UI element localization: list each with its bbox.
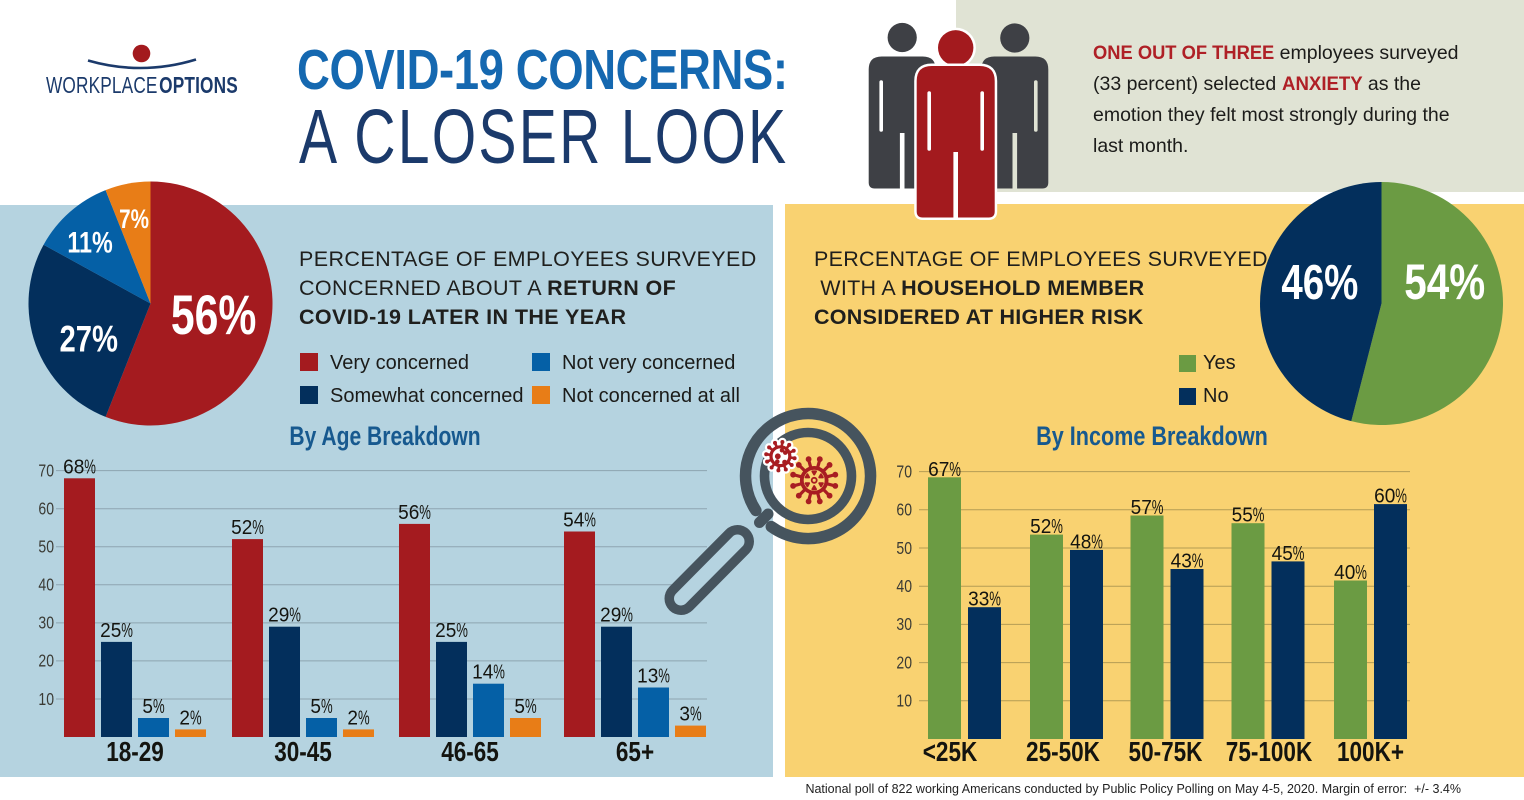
svg-text:54%: 54% [1404,254,1485,310]
svg-text:67: 67 [928,458,949,481]
svg-text:3: 3 [679,703,690,726]
svg-text:29: 29 [268,604,289,627]
svg-text:68: 68 [63,456,84,479]
svg-text:%: % [1192,548,1204,572]
svg-text:70: 70 [896,462,912,482]
svg-text:54: 54 [563,509,584,532]
svg-text:2: 2 [347,707,358,730]
svg-text:%: % [358,705,370,729]
svg-text:%: % [456,618,468,642]
svg-text:48: 48 [1070,531,1091,554]
svg-text:7%: 7% [119,204,149,234]
svg-text:30: 30 [896,615,912,635]
svg-text:13: 13 [637,665,658,688]
svg-text:50: 50 [896,538,912,558]
svg-text:50: 50 [38,537,54,557]
svg-text:40: 40 [1334,561,1355,584]
svg-text:55: 55 [1232,504,1253,527]
svg-text:45: 45 [1272,542,1293,565]
svg-text:%: % [989,587,1001,611]
svg-text:25: 25 [435,619,456,642]
svg-text:%: % [190,705,202,729]
svg-text:60: 60 [1374,485,1395,508]
svg-text:25: 25 [100,619,121,642]
svg-text:65+: 65+ [616,737,654,768]
svg-text:%: % [321,694,333,718]
svg-text:5: 5 [310,695,321,718]
svg-text:14: 14 [472,661,493,684]
svg-text:%: % [525,694,537,718]
svg-text:%: % [1355,560,1367,584]
svg-text:46-65: 46-65 [441,737,499,768]
svg-text:%: % [1293,541,1305,565]
svg-text:40: 40 [38,575,54,595]
svg-text:10: 10 [38,689,54,709]
svg-text:20: 20 [38,651,54,671]
svg-text:<25K: <25K [923,737,977,768]
svg-text:56: 56 [398,501,419,524]
svg-text:27%: 27% [60,319,118,360]
svg-text:%: % [584,507,596,531]
svg-text:%: % [1152,495,1164,519]
svg-text:%: % [84,454,96,478]
svg-text:5: 5 [514,695,525,718]
svg-text:%: % [419,500,431,524]
svg-text:56%: 56% [171,284,257,346]
svg-text:75-100K: 75-100K [1226,737,1312,768]
svg-text:%: % [121,618,133,642]
svg-text:11%: 11% [67,226,112,259]
svg-text:43: 43 [1171,550,1192,573]
svg-text:52: 52 [231,516,252,539]
svg-text:10: 10 [896,691,912,711]
svg-text:30: 30 [38,613,54,633]
svg-text:40: 40 [896,576,912,596]
svg-text:46%: 46% [1281,255,1358,310]
svg-text:18-29: 18-29 [106,737,164,768]
svg-text:52: 52 [1030,515,1051,538]
svg-text:57: 57 [1131,496,1152,519]
svg-text:%: % [1051,514,1063,538]
svg-text:33: 33 [968,588,989,611]
svg-text:%: % [621,603,633,627]
svg-text:70: 70 [38,461,54,481]
svg-text:%: % [690,702,702,726]
svg-text:%: % [1253,503,1265,527]
svg-text:%: % [1091,529,1103,553]
svg-text:%: % [658,663,670,687]
svg-text:2: 2 [179,707,190,730]
svg-text:%: % [153,694,165,718]
svg-text:29: 29 [600,604,621,627]
svg-text:%: % [289,603,301,627]
svg-text:25-50K: 25-50K [1026,737,1100,768]
svg-text:100K+: 100K+ [1337,737,1404,768]
svg-text:50-75K: 50-75K [1129,737,1203,768]
svg-text:%: % [1395,484,1407,508]
svg-text:%: % [949,457,961,481]
svg-text:60: 60 [896,500,912,520]
svg-text:30-45: 30-45 [274,737,332,768]
svg-text:%: % [493,660,505,684]
svg-text:5: 5 [142,695,153,718]
svg-text:%: % [252,515,264,539]
svg-text:20: 20 [896,653,912,673]
svg-text:60: 60 [38,499,54,519]
